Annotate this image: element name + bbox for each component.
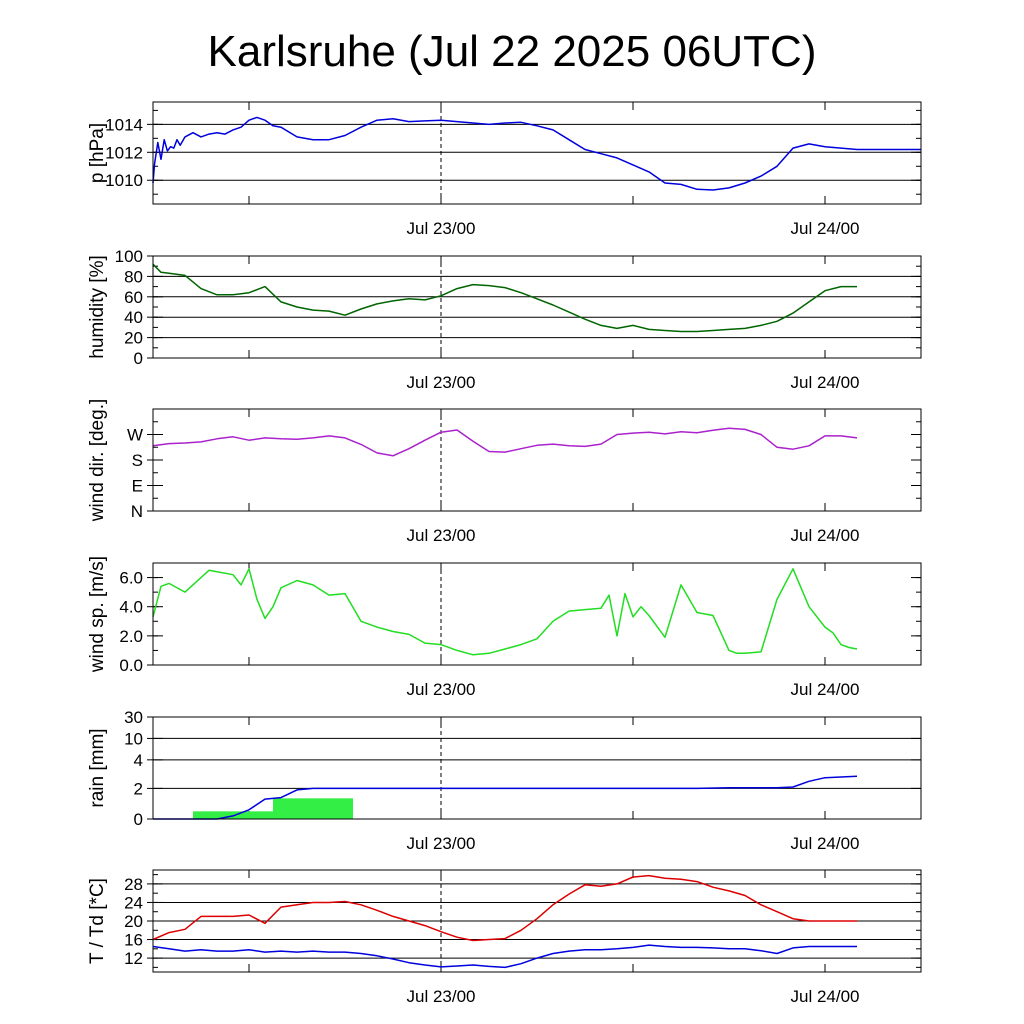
series-line xyxy=(152,263,857,333)
series-line xyxy=(153,775,858,820)
y-tick-label: 1012 xyxy=(105,143,143,162)
x-tick-label: Jul 24/00 xyxy=(791,526,860,545)
x-tick-label: Jul 23/00 xyxy=(407,987,476,1006)
x-tick-label: Jul 24/00 xyxy=(791,219,860,238)
y-tick-label: 0 xyxy=(134,349,143,368)
y-axis-label: T / Td [*C] xyxy=(87,878,108,964)
y-tick-label: 1010 xyxy=(105,171,143,190)
chart-title: Karlsruhe (Jul 22 2025 06UTC) xyxy=(207,27,817,76)
series-line xyxy=(152,568,858,656)
y-tick-label: 24 xyxy=(124,893,143,912)
x-tick-label: Jul 23/00 xyxy=(407,526,476,545)
y-tick-label: 20 xyxy=(124,912,143,931)
x-tick-label: Jul 24/00 xyxy=(791,987,860,1006)
plot-frame xyxy=(152,716,922,820)
series-line xyxy=(152,116,921,191)
x-tick-label: Jul 24/00 xyxy=(791,834,860,853)
plot-frame xyxy=(152,255,922,359)
y-tick-label: 60 xyxy=(124,288,143,307)
panel-1: 1010 1012 1014 Jul 23/00 Jul 24/00 p [hPa] xyxy=(87,101,922,238)
y-tick-label: 2.0 xyxy=(119,627,143,646)
x-tick-label: Jul 23/00 xyxy=(407,680,476,699)
y-tick-label: 4 xyxy=(134,751,143,770)
plot-frame xyxy=(152,101,922,205)
y-tick-label: N xyxy=(131,502,143,521)
y-tick-label: 6.0 xyxy=(119,569,143,588)
y-tick-label: 12 xyxy=(124,949,143,968)
x-tick-label: Jul 23/00 xyxy=(407,219,476,238)
y-tick-label: 1014 xyxy=(105,115,143,134)
y-tick-label: 40 xyxy=(124,308,143,327)
y-axis-label: wind dir. [deg.] xyxy=(87,399,108,523)
panel-5: 0 2 4 10 30 Jul 23/00 Jul 24/00 rain [mm] xyxy=(87,708,922,853)
y-tick-label: W xyxy=(127,426,143,445)
series-line xyxy=(152,427,858,457)
y-tick-label: 4.0 xyxy=(119,598,143,617)
y-axis-label: p [hPa] xyxy=(87,123,108,183)
y-tick-label: 0.0 xyxy=(119,656,143,675)
x-tick-label: Jul 24/00 xyxy=(791,680,860,699)
y-tick-label: 2 xyxy=(134,779,143,798)
plot-frame xyxy=(152,869,922,973)
y-tick-label: 28 xyxy=(124,875,143,894)
y-axis-label: rain [mm] xyxy=(87,728,108,807)
y-tick-label: 30 xyxy=(124,708,143,727)
x-tick-label: Jul 23/00 xyxy=(407,834,476,853)
series-line xyxy=(152,944,857,969)
y-tick-label: E xyxy=(132,477,143,496)
y-tick-label: 100 xyxy=(115,247,143,266)
plot-frame xyxy=(152,562,922,666)
y-tick-label: 20 xyxy=(124,329,143,348)
y-tick-label: 80 xyxy=(124,267,143,286)
x-tick-label: Jul 24/00 xyxy=(791,373,860,392)
rain-bar xyxy=(273,798,353,819)
x-tick-label: Jul 23/00 xyxy=(407,373,476,392)
series-line xyxy=(152,874,857,942)
plot-frame xyxy=(152,408,922,512)
panel-4: 0.0 2.0 4.0 6.0 Jul 23/00 Jul 24/00 wind sp. [… xyxy=(87,556,922,699)
y-tick-label: 16 xyxy=(124,931,143,950)
y-tick-label: S xyxy=(132,451,143,470)
y-tick-label: 0 xyxy=(134,810,143,829)
y-axis-label: wind sp. [m/s] xyxy=(87,556,108,673)
y-tick-label: 10 xyxy=(124,729,143,748)
y-axis-label: humidity [%] xyxy=(87,255,108,358)
